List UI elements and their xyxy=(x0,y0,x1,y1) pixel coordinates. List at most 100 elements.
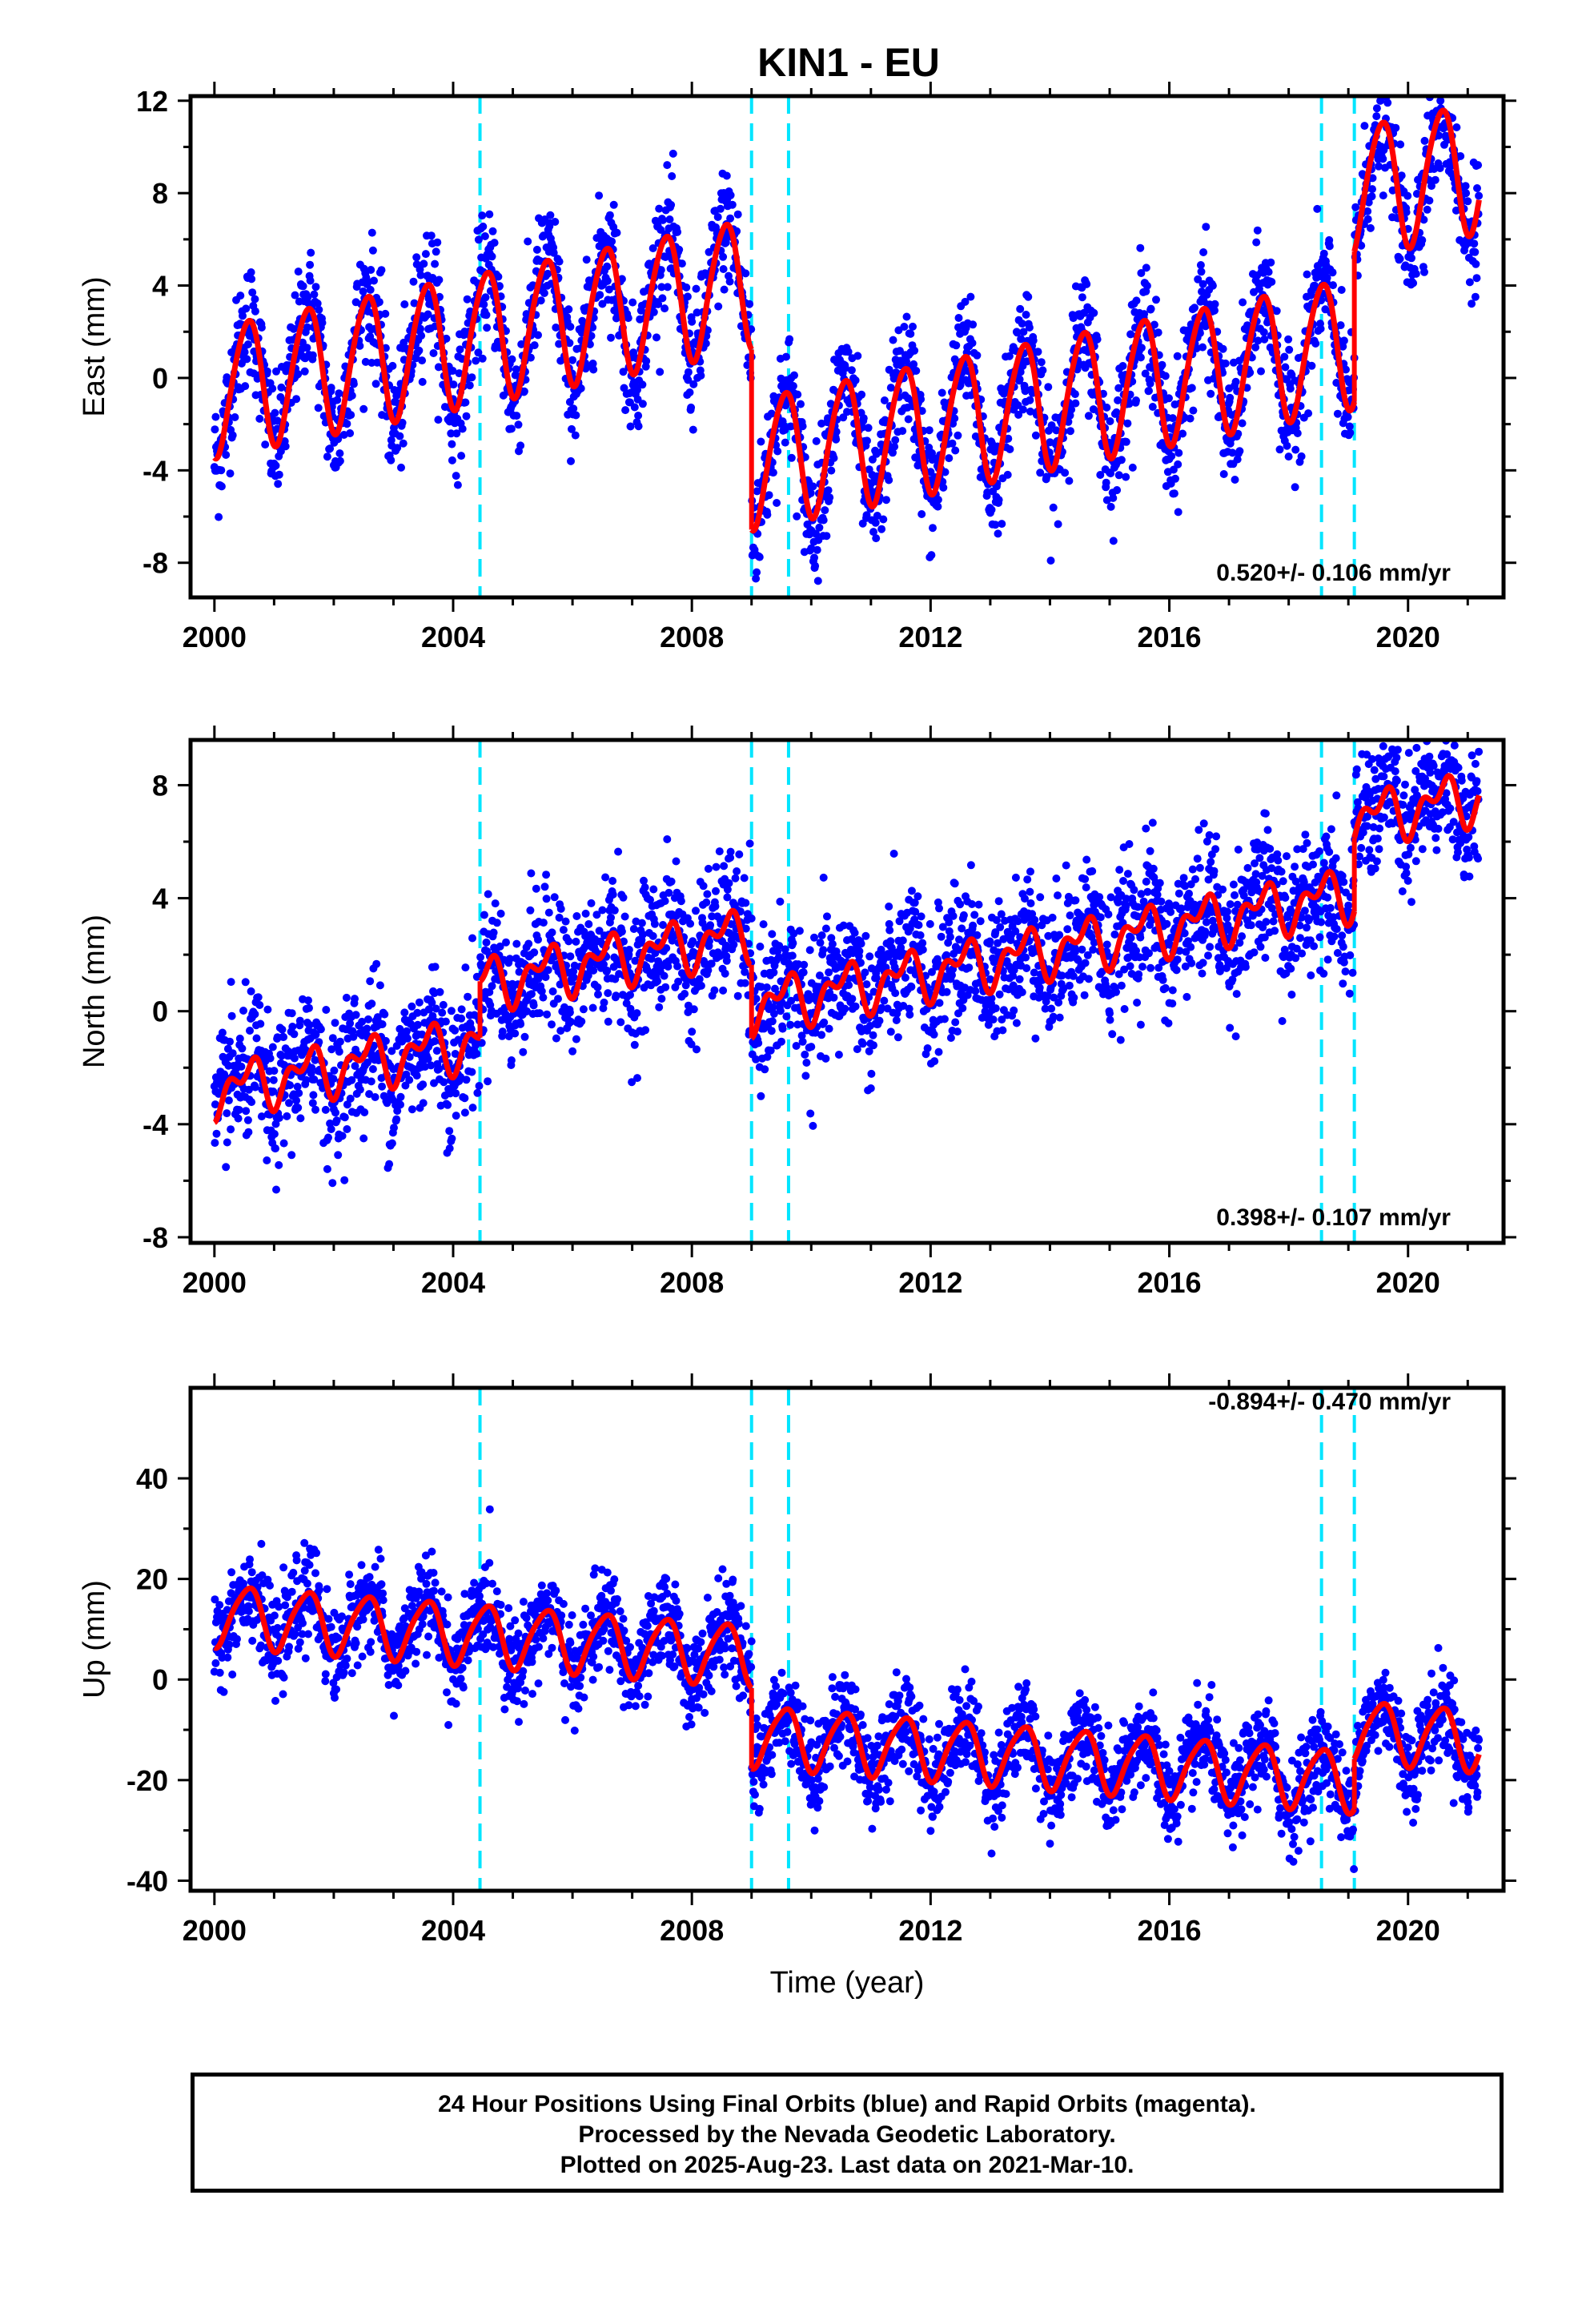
data-point xyxy=(212,1129,221,1138)
data-point xyxy=(1024,292,1033,301)
data-point xyxy=(447,1007,456,1015)
data-point xyxy=(482,311,491,320)
data-point xyxy=(689,1005,698,1014)
data-point xyxy=(1423,205,1431,214)
data-point xyxy=(343,420,351,428)
data-point xyxy=(663,161,672,170)
data-point xyxy=(1409,279,1418,287)
data-point xyxy=(1113,486,1122,494)
data-point xyxy=(882,496,890,505)
data-point xyxy=(929,524,937,533)
data-point xyxy=(790,371,798,380)
data-point xyxy=(1360,122,1369,131)
data-point xyxy=(457,452,466,460)
data-point xyxy=(1431,175,1439,184)
data-point xyxy=(532,245,541,254)
data-point xyxy=(347,392,356,400)
data-point xyxy=(976,917,985,926)
data-point xyxy=(697,372,705,380)
data-point xyxy=(1293,429,1302,437)
data-point xyxy=(1158,360,1166,369)
data-point xyxy=(1379,78,1387,86)
data-point xyxy=(247,275,256,283)
data-point xyxy=(516,1019,525,1028)
data-point xyxy=(1371,73,1379,81)
data-point xyxy=(869,1041,877,1050)
data-point xyxy=(332,1116,341,1125)
data-point xyxy=(481,293,490,302)
data-point xyxy=(1015,375,1024,384)
data-point xyxy=(653,977,662,986)
data-point xyxy=(238,1044,247,1053)
data-point xyxy=(419,1080,428,1089)
data-point xyxy=(457,1014,466,1023)
data-point xyxy=(412,1072,421,1080)
data-point xyxy=(722,171,731,180)
data-point xyxy=(1231,377,1240,386)
data-point xyxy=(934,1047,943,1056)
data-point xyxy=(1061,468,1070,477)
data-point xyxy=(1439,85,1447,93)
data-point xyxy=(819,873,828,882)
data-point xyxy=(218,1028,227,1037)
data-point xyxy=(634,412,643,420)
data-point xyxy=(462,1076,471,1084)
data-point xyxy=(542,870,551,879)
data-point xyxy=(704,864,713,873)
data-point xyxy=(866,1084,875,1092)
data-point xyxy=(604,989,612,998)
data-point xyxy=(821,1054,830,1063)
data-point xyxy=(572,1035,580,1043)
data-point xyxy=(1005,352,1014,360)
data-point xyxy=(1023,875,1032,884)
data-point xyxy=(532,884,540,893)
data-point xyxy=(1464,197,1472,206)
data-point xyxy=(268,384,277,393)
data-point xyxy=(861,968,869,977)
data-point xyxy=(1475,191,1484,200)
data-point xyxy=(398,418,407,427)
data-point xyxy=(596,291,604,300)
data-point xyxy=(1239,298,1247,307)
data-point xyxy=(864,424,873,432)
data-point xyxy=(1066,427,1074,436)
data-point xyxy=(418,356,427,365)
data-point xyxy=(421,250,430,259)
data-point xyxy=(665,215,674,223)
data-point xyxy=(798,422,807,431)
data-point xyxy=(782,1012,791,1021)
data-point xyxy=(1065,476,1074,485)
data-point xyxy=(885,903,893,911)
data-point xyxy=(483,324,492,332)
data-point xyxy=(295,1016,304,1025)
data-point xyxy=(661,304,669,313)
data-point xyxy=(994,529,1002,538)
data-point xyxy=(994,496,1003,505)
data-point xyxy=(1252,238,1261,247)
data-point xyxy=(488,252,496,261)
data-point xyxy=(1471,247,1480,256)
data-point xyxy=(900,323,909,331)
plot-area xyxy=(210,740,1484,1243)
data-point xyxy=(747,914,756,923)
data-point xyxy=(236,292,245,300)
data-point xyxy=(372,959,381,968)
data-point xyxy=(1136,353,1145,362)
data-point xyxy=(308,351,317,360)
data-point xyxy=(756,943,765,951)
data-point xyxy=(514,420,523,429)
data-point xyxy=(324,1133,332,1142)
data-point xyxy=(1199,343,1207,352)
data-point xyxy=(377,266,386,275)
data-point xyxy=(806,1109,815,1118)
data-point xyxy=(867,479,876,488)
data-point xyxy=(251,307,259,316)
data-point xyxy=(825,1024,833,1033)
data-point xyxy=(777,1037,785,1046)
data-point xyxy=(757,437,765,446)
data-point xyxy=(338,1132,347,1140)
data-point xyxy=(281,442,290,451)
data-point xyxy=(893,1033,902,1042)
figure-title: KIN1 - EU xyxy=(757,40,940,85)
data-point xyxy=(968,339,977,348)
